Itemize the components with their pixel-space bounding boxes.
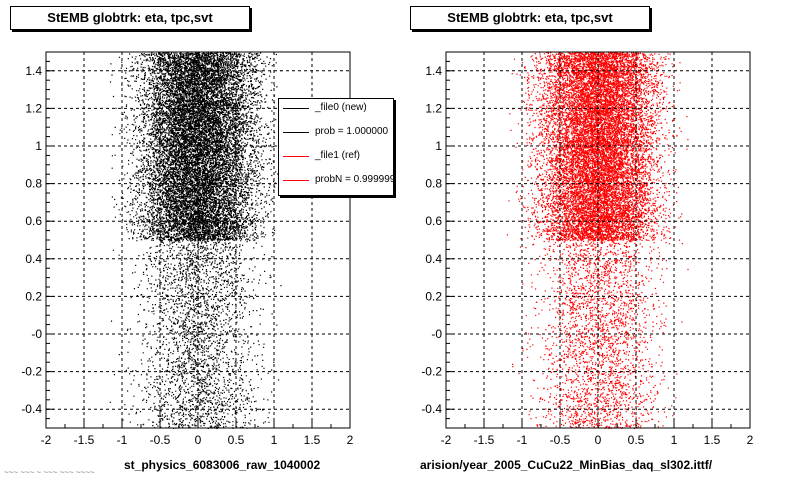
- legend-label-file1: _file1 (ref): [315, 150, 361, 161]
- y-tick-label-0-7: 1: [35, 139, 42, 153]
- y-tick-label-1-7: 1: [435, 139, 442, 153]
- y-tick-label-1-0: -0.4: [421, 402, 442, 416]
- x-tick-label-1-3: -0.5: [550, 433, 571, 447]
- x-axis-label-right: arision/year_2005_CuCu22_MinBias_daq_sl3…: [420, 458, 713, 472]
- y-tick-label-0-0: -0.4: [21, 402, 42, 416]
- y-tick-label-0-1: -0.2: [21, 365, 42, 379]
- chart-title-left: StEMB globtrk: eta, tpc,svt: [10, 6, 250, 30]
- legend-label-prob: prob = 1.000000: [315, 126, 389, 137]
- x-tick-label-0-8: 2: [347, 433, 354, 447]
- x-tick-label-1-5: 0.5: [628, 433, 645, 447]
- x-tick-label-1-6: 1: [671, 433, 678, 447]
- y-tick-label-0-8: 1.2: [25, 101, 42, 115]
- x-tick-label-0-3: -0.5: [150, 433, 171, 447]
- y-tick-label-0-2: -0: [31, 327, 42, 341]
- y-tick-label-0-6: 0.8: [25, 177, 42, 191]
- legend: _file0 (new) prob = 1.000000 _file1 (ref…: [278, 98, 394, 196]
- y-tick-label-0-9: 1.4: [25, 64, 42, 78]
- x-tick-label-0-6: 1: [271, 433, 278, 447]
- legend-line-prob: [283, 132, 309, 133]
- x-tick-label-0-1: -1.5: [74, 433, 95, 447]
- y-tick-label-1-2: -0: [431, 327, 442, 341]
- x-tick-label-0-5: 0.5: [228, 433, 245, 447]
- y-tick-label-1-4: 0.4: [425, 252, 442, 266]
- x-tick-label-0-4: 0: [195, 433, 202, 447]
- y-tick-label-1-8: 1.2: [425, 101, 442, 115]
- x-tick-label-1-8: 2: [747, 433, 754, 447]
- grid-1: [446, 52, 750, 428]
- chart-title-right: StEMB globtrk: eta, tpc,svt: [410, 6, 650, 30]
- legend-line-file1: [283, 156, 309, 157]
- footer-note: ~~~ ~~~ ~ ~~~ ~~~ ~~~~: [4, 468, 95, 477]
- legend-line-probn: [283, 180, 309, 181]
- y-tick-label-0-4: 0.4: [25, 252, 42, 266]
- x-tick-label-1-2: -1: [517, 433, 528, 447]
- legend-label-file0: _file0 (new): [315, 102, 367, 113]
- x-tick-label-0-7: 1.5: [304, 433, 321, 447]
- legend-line-file0: [283, 108, 309, 109]
- legend-label-probn: probN = 0.999999: [315, 174, 394, 185]
- x-tick-label-0-0: -2: [41, 433, 52, 447]
- y-tick-label-1-5: 0.6: [425, 214, 442, 228]
- x-tick-label-1-7: 1.5: [704, 433, 721, 447]
- y-tick-label-1-3: 0.2: [425, 289, 442, 303]
- x-tick-label-1-4: 0: [595, 433, 602, 447]
- y-tick-label-1-1: -0.2: [421, 365, 442, 379]
- y-tick-label-0-3: 0.2: [25, 289, 42, 303]
- x-tick-label-0-2: -1: [117, 433, 128, 447]
- y-tick-label-1-9: 1.4: [425, 64, 442, 78]
- x-tick-label-1-0: -2: [441, 433, 452, 447]
- y-tick-label-1-6: 0.8: [425, 177, 442, 191]
- x-axis-label-left: st_physics_6083006_raw_1040002: [124, 458, 321, 472]
- y-tick-label-0-5: 0.6: [25, 214, 42, 228]
- x-tick-label-1-1: -1.5: [474, 433, 495, 447]
